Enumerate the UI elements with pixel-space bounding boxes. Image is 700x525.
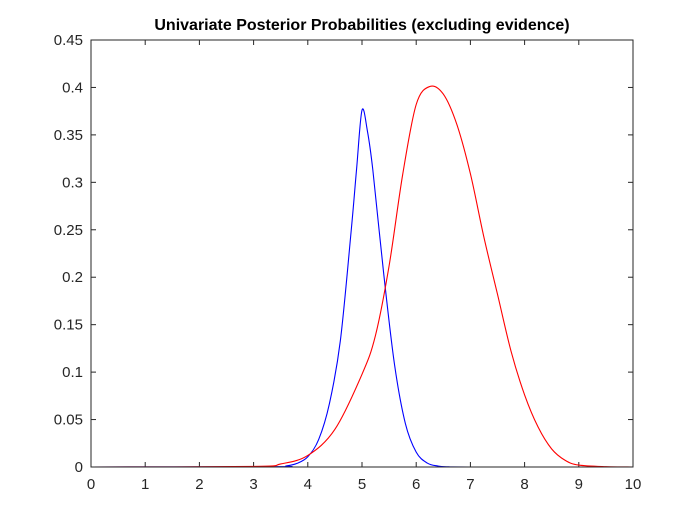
y-tick-label: 0.4 [62, 79, 83, 96]
x-axis: 0 1 2 3 4 5 6 7 8 9 10 [87, 40, 642, 493]
y-tick-label: 0.25 [54, 222, 83, 239]
x-tick-label: 8 [520, 476, 528, 493]
x-tick-label: 0 [87, 476, 95, 493]
series-line-1 [90, 108, 633, 468]
x-tick-label: 6 [412, 476, 420, 493]
y-tick-label: 0.3 [62, 174, 83, 191]
y-tick-label: 0 [75, 459, 83, 476]
y-tick-label: 0.15 [54, 317, 83, 334]
y-tick-label: 0.05 [54, 412, 83, 429]
x-tick-label: 1 [141, 476, 149, 493]
y-axis: 0 0.05 0.1 0.15 0.2 0.25 0.3 0.35 0.4 0.45 [54, 32, 633, 476]
x-tick-label: 4 [304, 476, 312, 493]
y-tick-label: 0.45 [54, 32, 83, 49]
x-tick-label: 10 [625, 476, 642, 493]
y-tick-label: 0.2 [62, 269, 83, 286]
x-tick-label: 5 [358, 476, 366, 493]
y-tick-label: 0.35 [54, 127, 83, 144]
x-tick-label: 7 [466, 476, 474, 493]
x-tick-label: 2 [195, 476, 203, 493]
y-tick-label: 0.1 [62, 364, 83, 381]
x-tick-label: 3 [249, 476, 257, 493]
series-layer [90, 85, 634, 468]
series-line-2 [90, 85, 634, 468]
plot-area [91, 40, 633, 467]
chart-title: Univariate Posterior Probabilities (excl… [154, 17, 569, 34]
x-tick-label: 9 [575, 476, 583, 493]
plot-frame [90, 39, 634, 468]
